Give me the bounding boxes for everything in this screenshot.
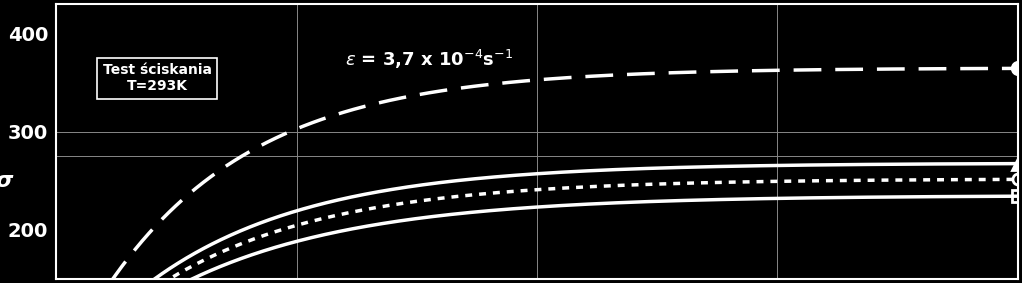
Text: σ: σ [0,171,12,191]
Text: Test ściskania
T=293K: Test ściskania T=293K [103,63,212,93]
Text: $\varepsilon$ = 3,7 x 10$^{-4}$s$^{-1}$: $\varepsilon$ = 3,7 x 10$^{-4}$s$^{-1}$ [344,48,513,71]
